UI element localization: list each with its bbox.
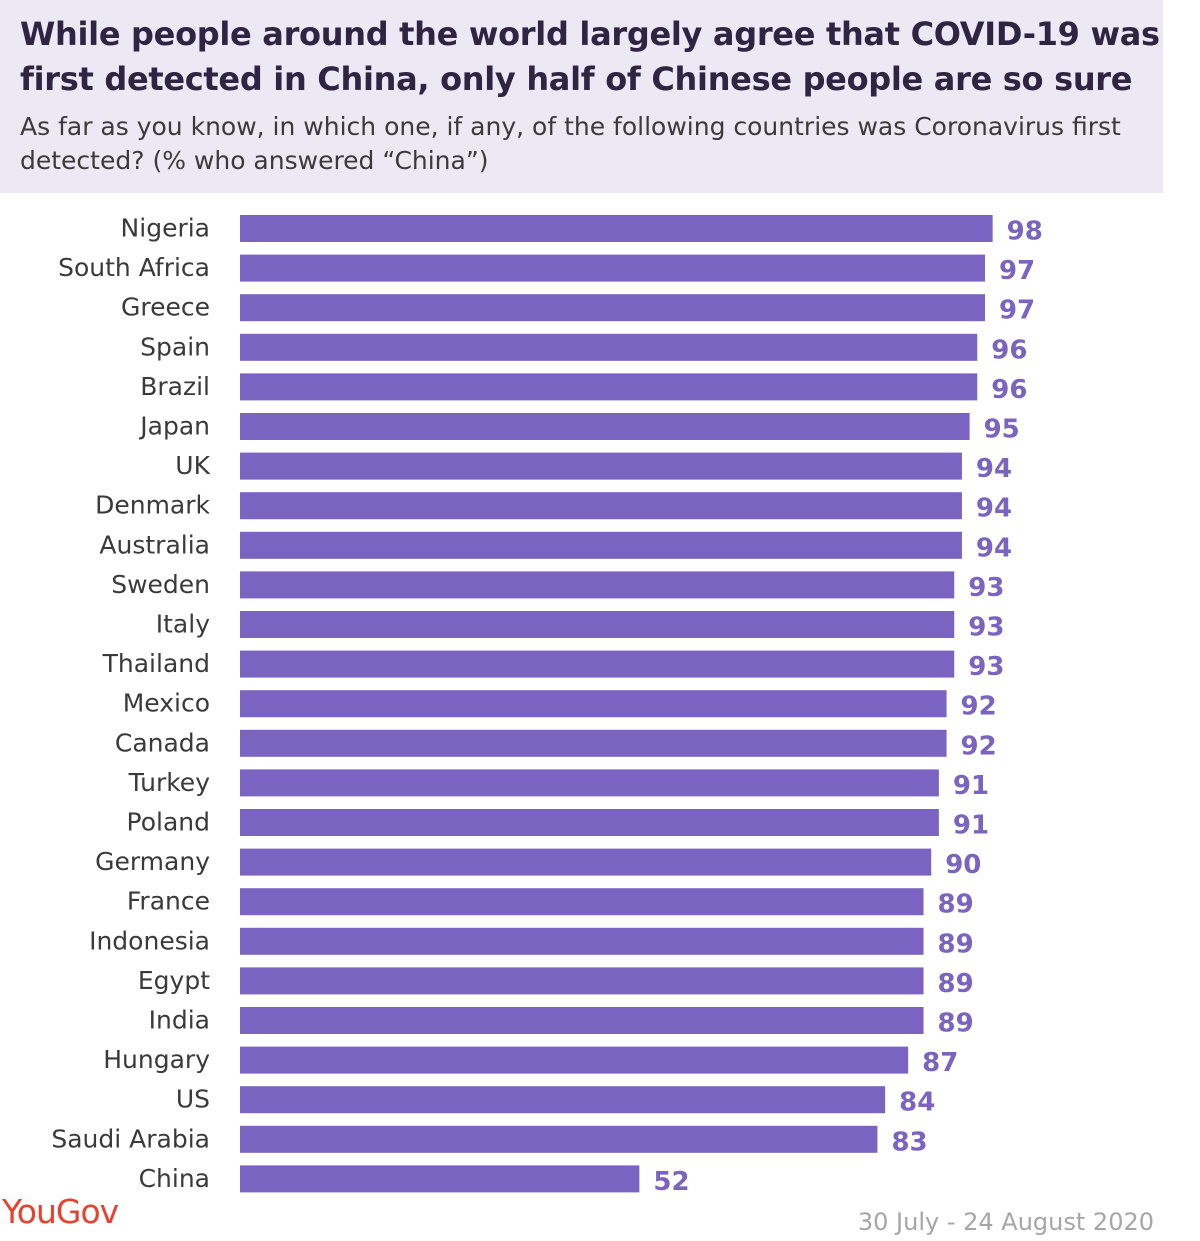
bar [240,927,924,955]
category-label: Greece [121,293,210,322]
category-label: US [176,1085,210,1114]
category-label: Poland [127,808,210,837]
chart-subtitle: As far as you know, in which one, if any… [20,112,1121,175]
category-label: Germany [95,847,210,876]
value-label: 90 [945,850,981,880]
value-label: 83 [891,1127,927,1157]
category-label: Denmark [95,491,210,520]
bar [240,452,962,480]
category-label: Australia [99,530,210,559]
bar [240,1165,640,1193]
value-label: 89 [938,969,974,999]
value-label: 93 [968,573,1004,603]
category-label: Brazil [140,372,210,401]
bar [240,1086,886,1114]
category-label: Japan [138,412,210,441]
value-label: 89 [938,1009,974,1039]
value-label: 91 [953,811,989,841]
value-label: 93 [968,652,1004,682]
bar [240,373,978,401]
bar [240,769,939,797]
value-label: 89 [938,929,974,959]
bar [240,333,978,361]
value-label: 97 [999,256,1035,286]
category-label: China [139,1164,210,1193]
bar [240,531,962,559]
bar [240,650,955,678]
value-label: 89 [938,890,974,920]
value-label: 96 [991,375,1027,405]
bar [240,1046,909,1074]
bar-chart: Nigeria 98 South Africa 97 Greece 97 Spain 96 Br… [51,214,1043,1194]
bar [240,294,985,322]
bar [240,1007,924,1034]
bar [240,571,955,599]
value-label: 84 [899,1088,935,1118]
value-label: 91 [953,771,989,801]
category-label: Spain [140,332,210,361]
value-label: 98 [1007,217,1043,247]
value-label: 94 [976,494,1012,524]
bar [240,254,985,282]
category-label: Turkey [128,768,211,797]
survey-date-range: 30 July - 24 August 2020 [857,1208,1154,1236]
category-label: Italy [156,610,210,639]
chart-title: While people around the world largely ag… [20,15,1160,98]
bar [240,690,947,718]
chart-header: While people around the world largely ag… [0,0,1163,193]
yougov-logo: YouGov [2,1192,119,1231]
category-label: Hungary [103,1045,210,1074]
bar [240,492,962,520]
bar [240,215,993,242]
category-label: Mexico [123,689,210,718]
value-label: 94 [976,533,1012,563]
bar [240,413,970,440]
bar [240,967,924,995]
category-label: UK [175,451,210,480]
category-label: India [149,1006,210,1035]
value-label: 97 [999,296,1035,326]
category-label: Indonesia [89,926,210,955]
category-label: Canada [115,728,210,757]
bar [240,611,955,638]
value-label: 87 [922,1048,958,1078]
bar [240,848,932,876]
category-label: Sweden [111,570,210,599]
category-label: South Africa [58,253,210,282]
value-label: 96 [991,335,1027,365]
bar [240,809,939,836]
bar [240,729,947,757]
category-label: Egypt [138,966,210,995]
category-label: Saudi Arabia [51,1124,210,1153]
bar [240,1125,878,1153]
category-label: Nigeria [121,214,210,243]
value-label: 52 [653,1167,689,1193]
value-label: 92 [961,731,997,761]
value-label: 92 [961,692,997,722]
category-label: France [127,887,210,916]
value-label: 95 [984,415,1020,445]
category-label: Thailand [102,649,210,678]
bar [240,888,924,916]
value-label: 93 [968,613,1004,643]
value-label: 94 [976,454,1012,484]
